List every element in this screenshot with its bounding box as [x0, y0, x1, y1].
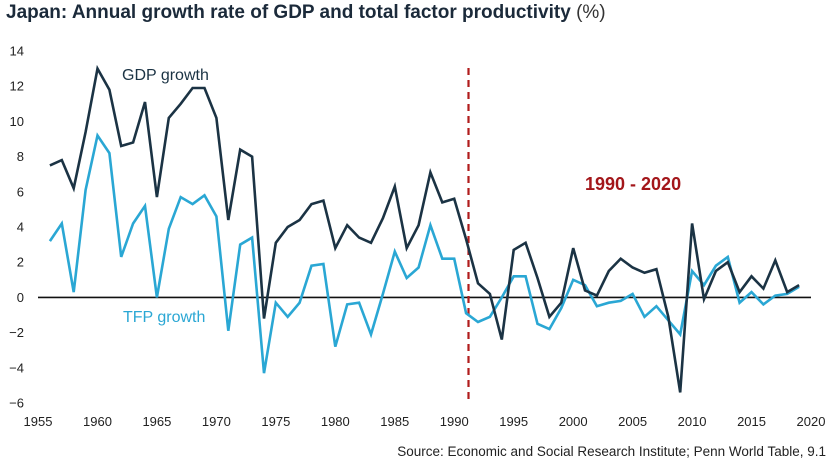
x-tick-label: 1980 — [321, 414, 350, 429]
gdp-series-label: GDP growth — [122, 67, 209, 84]
chart-title: Japan: Annual growth rate of GDP and tot… — [6, 2, 606, 24]
chart-title-text: Japan: Annual growth rate of GDP and tot… — [6, 2, 571, 23]
y-tick-label: 8 — [17, 149, 24, 164]
y-tick-label: 14 — [10, 44, 24, 59]
x-tick-label: 1995 — [499, 414, 528, 429]
y-tick-label: −2 — [9, 325, 24, 340]
x-tick-label: 2005 — [618, 414, 647, 429]
source-note: Source: Economic and Social Research Ins… — [397, 444, 826, 459]
y-axis-ticks: −6 −4 −2 0 2 4 6 8 10 12 14 — [9, 44, 24, 411]
x-tick-label: 1955 — [24, 414, 53, 429]
y-tick-label: 2 — [17, 255, 24, 270]
tfp-growth-line — [48, 132, 800, 374]
tfp-series-label: TFP growth — [123, 309, 205, 326]
x-tick-label: 2000 — [559, 414, 588, 429]
x-tick-label: 1970 — [202, 414, 231, 429]
y-tick-label: 12 — [10, 79, 24, 94]
x-tick-label: 1990 — [440, 414, 469, 429]
period-label: 1990 - 2020 — [585, 174, 681, 194]
x-tick-label: 1965 — [142, 414, 171, 429]
y-tick-label: 0 — [17, 290, 24, 305]
x-tick-label: 2020 — [797, 414, 826, 429]
x-axis-ticks: 1955 1960 1965 1970 1975 1980 1985 1990 1995 2000… — [24, 414, 826, 429]
y-tick-label: 4 — [17, 220, 24, 235]
chart-title-unit: (%) — [576, 2, 606, 23]
y-tick-label: 6 — [17, 184, 24, 199]
x-tick-label: 2015 — [737, 414, 766, 429]
x-tick-label: 1975 — [261, 414, 290, 429]
gdp-growth-line — [49, 64, 800, 393]
y-tick-label: 10 — [10, 114, 24, 129]
x-tick-label: 2010 — [678, 414, 707, 429]
series-lines — [48, 64, 800, 393]
x-tick-label: 1985 — [380, 414, 409, 429]
y-tick-label: −6 — [9, 396, 24, 411]
x-tick-label: 1960 — [83, 414, 112, 429]
y-tick-label: −4 — [9, 360, 24, 375]
